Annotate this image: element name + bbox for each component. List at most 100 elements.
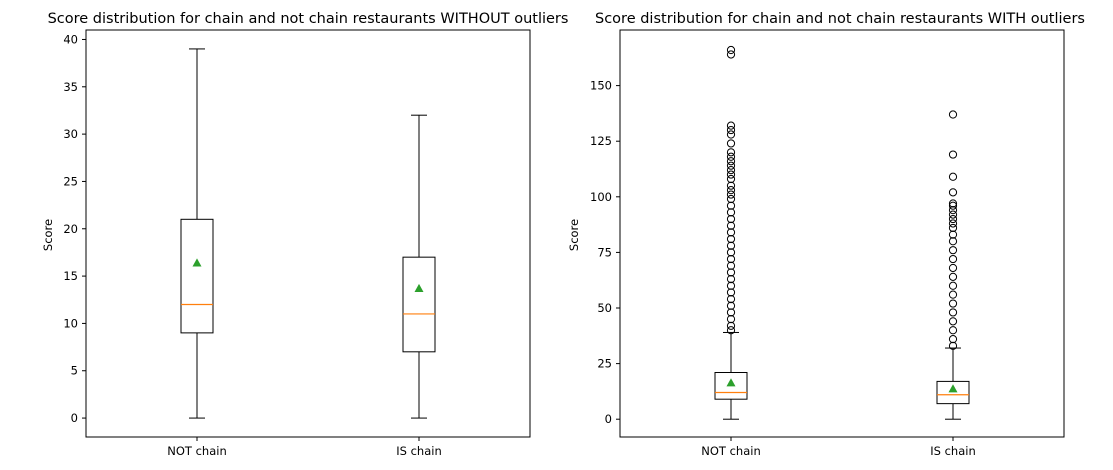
- outlier-point: [726, 139, 736, 148]
- boxes: [180, 48, 436, 419]
- box-iqr: [402, 256, 436, 353]
- outlier-point: [948, 254, 958, 264]
- outlier-point: [726, 186, 736, 195]
- outlier-point: [948, 290, 958, 299]
- outlier-point: [948, 150, 958, 159]
- outlier-point: [726, 45, 736, 55]
- outlier-point: [726, 326, 736, 335]
- x-tick-label: NOT chain: [167, 444, 226, 458]
- outlier-point: [948, 214, 958, 224]
- box-not-chain: [714, 45, 748, 420]
- box-iqr: [714, 372, 748, 400]
- x-tick-label: IS chain: [396, 444, 442, 458]
- y-tick-label: 125: [590, 134, 612, 148]
- outlier-point: [726, 268, 736, 277]
- outlier-point: [726, 254, 736, 264]
- box-iqr: [936, 380, 970, 405]
- outlier-point: [726, 274, 736, 284]
- outlier-point: [948, 317, 958, 326]
- outlier-point: [726, 261, 736, 270]
- mean-marker: [414, 283, 424, 292]
- outlier-point: [948, 263, 958, 273]
- chart-title: Score distribution for chain and not cha…: [48, 11, 569, 27]
- outlier-point: [726, 315, 736, 324]
- y-tick-label: 5: [71, 364, 78, 378]
- outlier-point: [726, 125, 736, 135]
- outlier-point: [948, 341, 958, 350]
- x-tick-label: NOT chain: [701, 444, 760, 458]
- outlier-point: [726, 148, 736, 157]
- outlier-point: [726, 214, 736, 224]
- outlier-point: [948, 219, 958, 228]
- outlier-point: [948, 230, 958, 239]
- outlier-point: [726, 161, 736, 170]
- x-tick-label: IS chain: [930, 444, 976, 458]
- outlier-point: [948, 199, 958, 208]
- y-tick-label: 50: [597, 301, 612, 315]
- y-tick-label: 20: [63, 222, 78, 236]
- boxes: [714, 45, 970, 420]
- outlier-point: [726, 288, 736, 297]
- y-tick-label: 30: [63, 127, 78, 141]
- outlier-point: [948, 223, 958, 233]
- outlier-point: [948, 335, 958, 344]
- outlier-point: [948, 110, 958, 119]
- outlier-point: [948, 326, 958, 335]
- outlier-point: [948, 210, 958, 219]
- outlier-point: [948, 272, 958, 281]
- y-ticks: 0 5 10 15 20 25 30 35 40: [63, 32, 86, 425]
- outlier-point: [726, 130, 736, 139]
- y-tick-label: 25: [63, 174, 78, 188]
- outlier-point: [726, 248, 736, 257]
- outlier-point: [948, 201, 958, 210]
- outlier-point: [726, 241, 736, 250]
- y-tick-label: 40: [63, 32, 78, 46]
- outlier-point: [726, 170, 736, 179]
- outlier-point: [726, 201, 736, 210]
- box-iqr: [180, 218, 214, 334]
- y-tick-label: 25: [597, 357, 612, 371]
- outlier-point: [726, 301, 736, 310]
- chart-title: Score distribution for chain and not cha…: [595, 11, 1085, 27]
- outlier-point: [948, 281, 958, 290]
- plot-frame: [619, 29, 1065, 438]
- outlier-point: [948, 308, 958, 317]
- y-ticks: 0 25 50 75 100 125 150: [590, 79, 620, 426]
- outlier-point: [726, 308, 736, 317]
- y-tick-label: 0: [605, 412, 612, 426]
- y-tick-label: 10: [63, 316, 78, 330]
- outlier-point: [948, 299, 958, 308]
- outlier-point: [726, 221, 736, 230]
- y-tick-label: 150: [590, 79, 612, 93]
- outlier-point: [726, 50, 736, 59]
- box-not-chain: [180, 48, 214, 419]
- y-tick-label: 15: [63, 269, 78, 283]
- y-tick-label: 0: [71, 411, 78, 425]
- outlier-point: [726, 321, 736, 330]
- chart-without-outliers: Score distribution for chain and not cha…: [41, 11, 568, 458]
- outlier-point: [726, 157, 736, 166]
- outlier-point: [726, 208, 736, 217]
- outlier-point: [726, 281, 736, 290]
- outlier-point: [726, 121, 736, 130]
- outlier-point: [726, 228, 736, 237]
- y-tick-label: 35: [63, 80, 78, 94]
- outlier-point: [948, 237, 958, 246]
- outlier-point: [726, 166, 736, 175]
- plot-frame: [85, 29, 531, 438]
- outlier-point: [726, 174, 736, 184]
- outlier-point: [948, 206, 958, 215]
- chart-with-outliers: Score distribution for chain and not cha…: [567, 11, 1085, 458]
- outlier-point: [948, 172, 958, 181]
- outlier-point: [726, 181, 736, 190]
- outlier-point: [726, 194, 736, 204]
- x-ticks: NOT chain IS chain: [167, 437, 442, 458]
- outlier-point: [726, 152, 736, 161]
- box-is-chain: [402, 114, 436, 419]
- outlier-point: [948, 246, 958, 255]
- outlier-point: [726, 190, 736, 199]
- y-tick-label: 100: [590, 190, 612, 204]
- outlier-point: [726, 234, 736, 244]
- outlier-point: [726, 295, 736, 304]
